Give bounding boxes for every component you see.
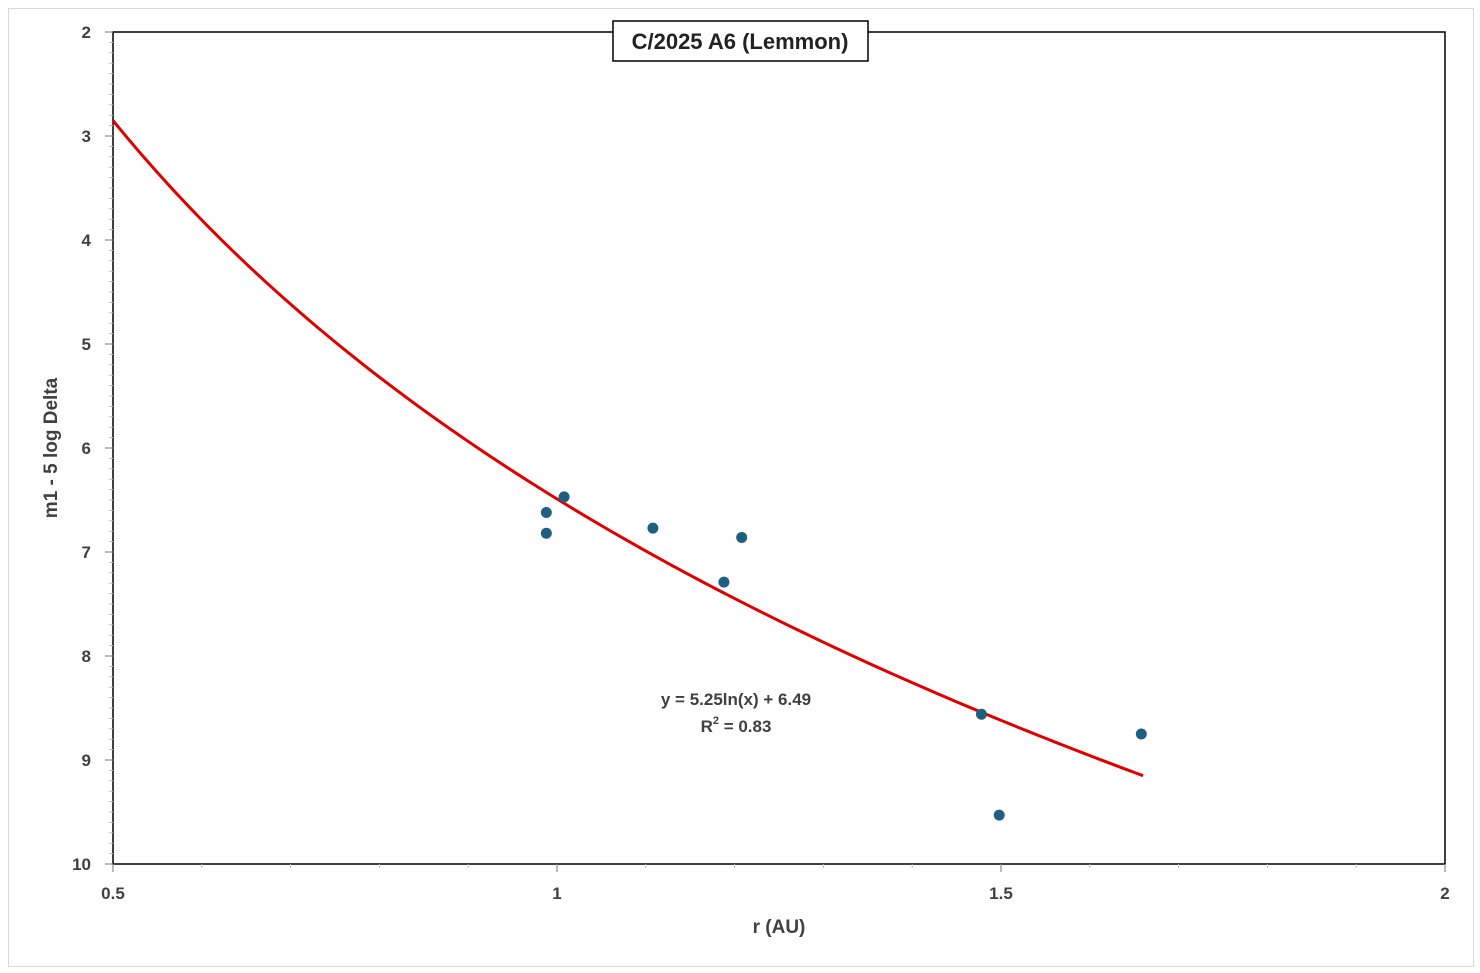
- data-points: [540, 491, 1147, 821]
- data-point: [540, 527, 552, 539]
- data-point: [540, 506, 552, 518]
- y-tick-label: 7: [82, 543, 91, 562]
- y-axis-title: m1 - 5 log Delta: [41, 377, 62, 518]
- major-ticks: [105, 31, 1446, 872]
- y-tick-label: 4: [82, 231, 92, 250]
- y-tick-label: 6: [82, 439, 91, 458]
- x-tick-labels: 0.5 1 1.5 2: [101, 884, 1450, 903]
- data-point: [993, 809, 1005, 821]
- x-tick-label: 1: [552, 884, 561, 903]
- data-point: [647, 522, 659, 534]
- x-axis-title: r (AU): [753, 917, 806, 938]
- data-point: [718, 576, 730, 588]
- trendline-r-squared: R2 = 0.83: [701, 715, 772, 736]
- data-point: [975, 708, 987, 720]
- chart-title: C/2025 A6 (Lemmon): [632, 29, 849, 54]
- y-tick-label: 8: [82, 647, 91, 666]
- x-tick-label: 1.5: [989, 884, 1013, 903]
- y-tick-label: 9: [82, 751, 91, 770]
- chart-title-box: C/2025 A6 (Lemmon): [612, 20, 869, 62]
- y-tick-label: 10: [72, 855, 91, 874]
- y-tick-label: 3: [82, 127, 91, 146]
- x-tick-label: 2: [1440, 884, 1449, 903]
- y-tick-label: 2: [82, 23, 91, 42]
- r2-prefix: R: [701, 717, 713, 736]
- trendline-equation: y = 5.25ln(x) + 6.49: [661, 690, 811, 709]
- r2-value: = 0.83: [719, 717, 771, 736]
- data-point: [1135, 728, 1147, 740]
- y-tick-labels: 2 3 4 5 6 7 8 9 10: [72, 23, 91, 874]
- trendline: [111, 119, 1144, 778]
- data-point: [558, 491, 570, 503]
- y-tick-label: 5: [82, 335, 91, 354]
- data-point: [736, 531, 748, 543]
- plot-area-border: [112, 31, 1446, 865]
- r2-superscript: 2: [713, 715, 719, 727]
- x-tick-label: 0.5: [101, 884, 125, 903]
